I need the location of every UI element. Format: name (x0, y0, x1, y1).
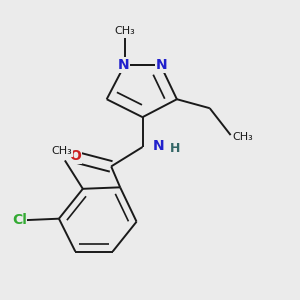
Text: N: N (153, 139, 165, 152)
Text: N: N (117, 58, 129, 72)
Text: Cl: Cl (12, 213, 27, 227)
Text: N: N (156, 58, 168, 72)
Text: CH₃: CH₃ (114, 26, 135, 36)
Text: O: O (69, 149, 81, 163)
Text: CH₃: CH₃ (232, 133, 253, 142)
Text: CH₃: CH₃ (52, 146, 72, 157)
Text: H: H (169, 142, 180, 155)
